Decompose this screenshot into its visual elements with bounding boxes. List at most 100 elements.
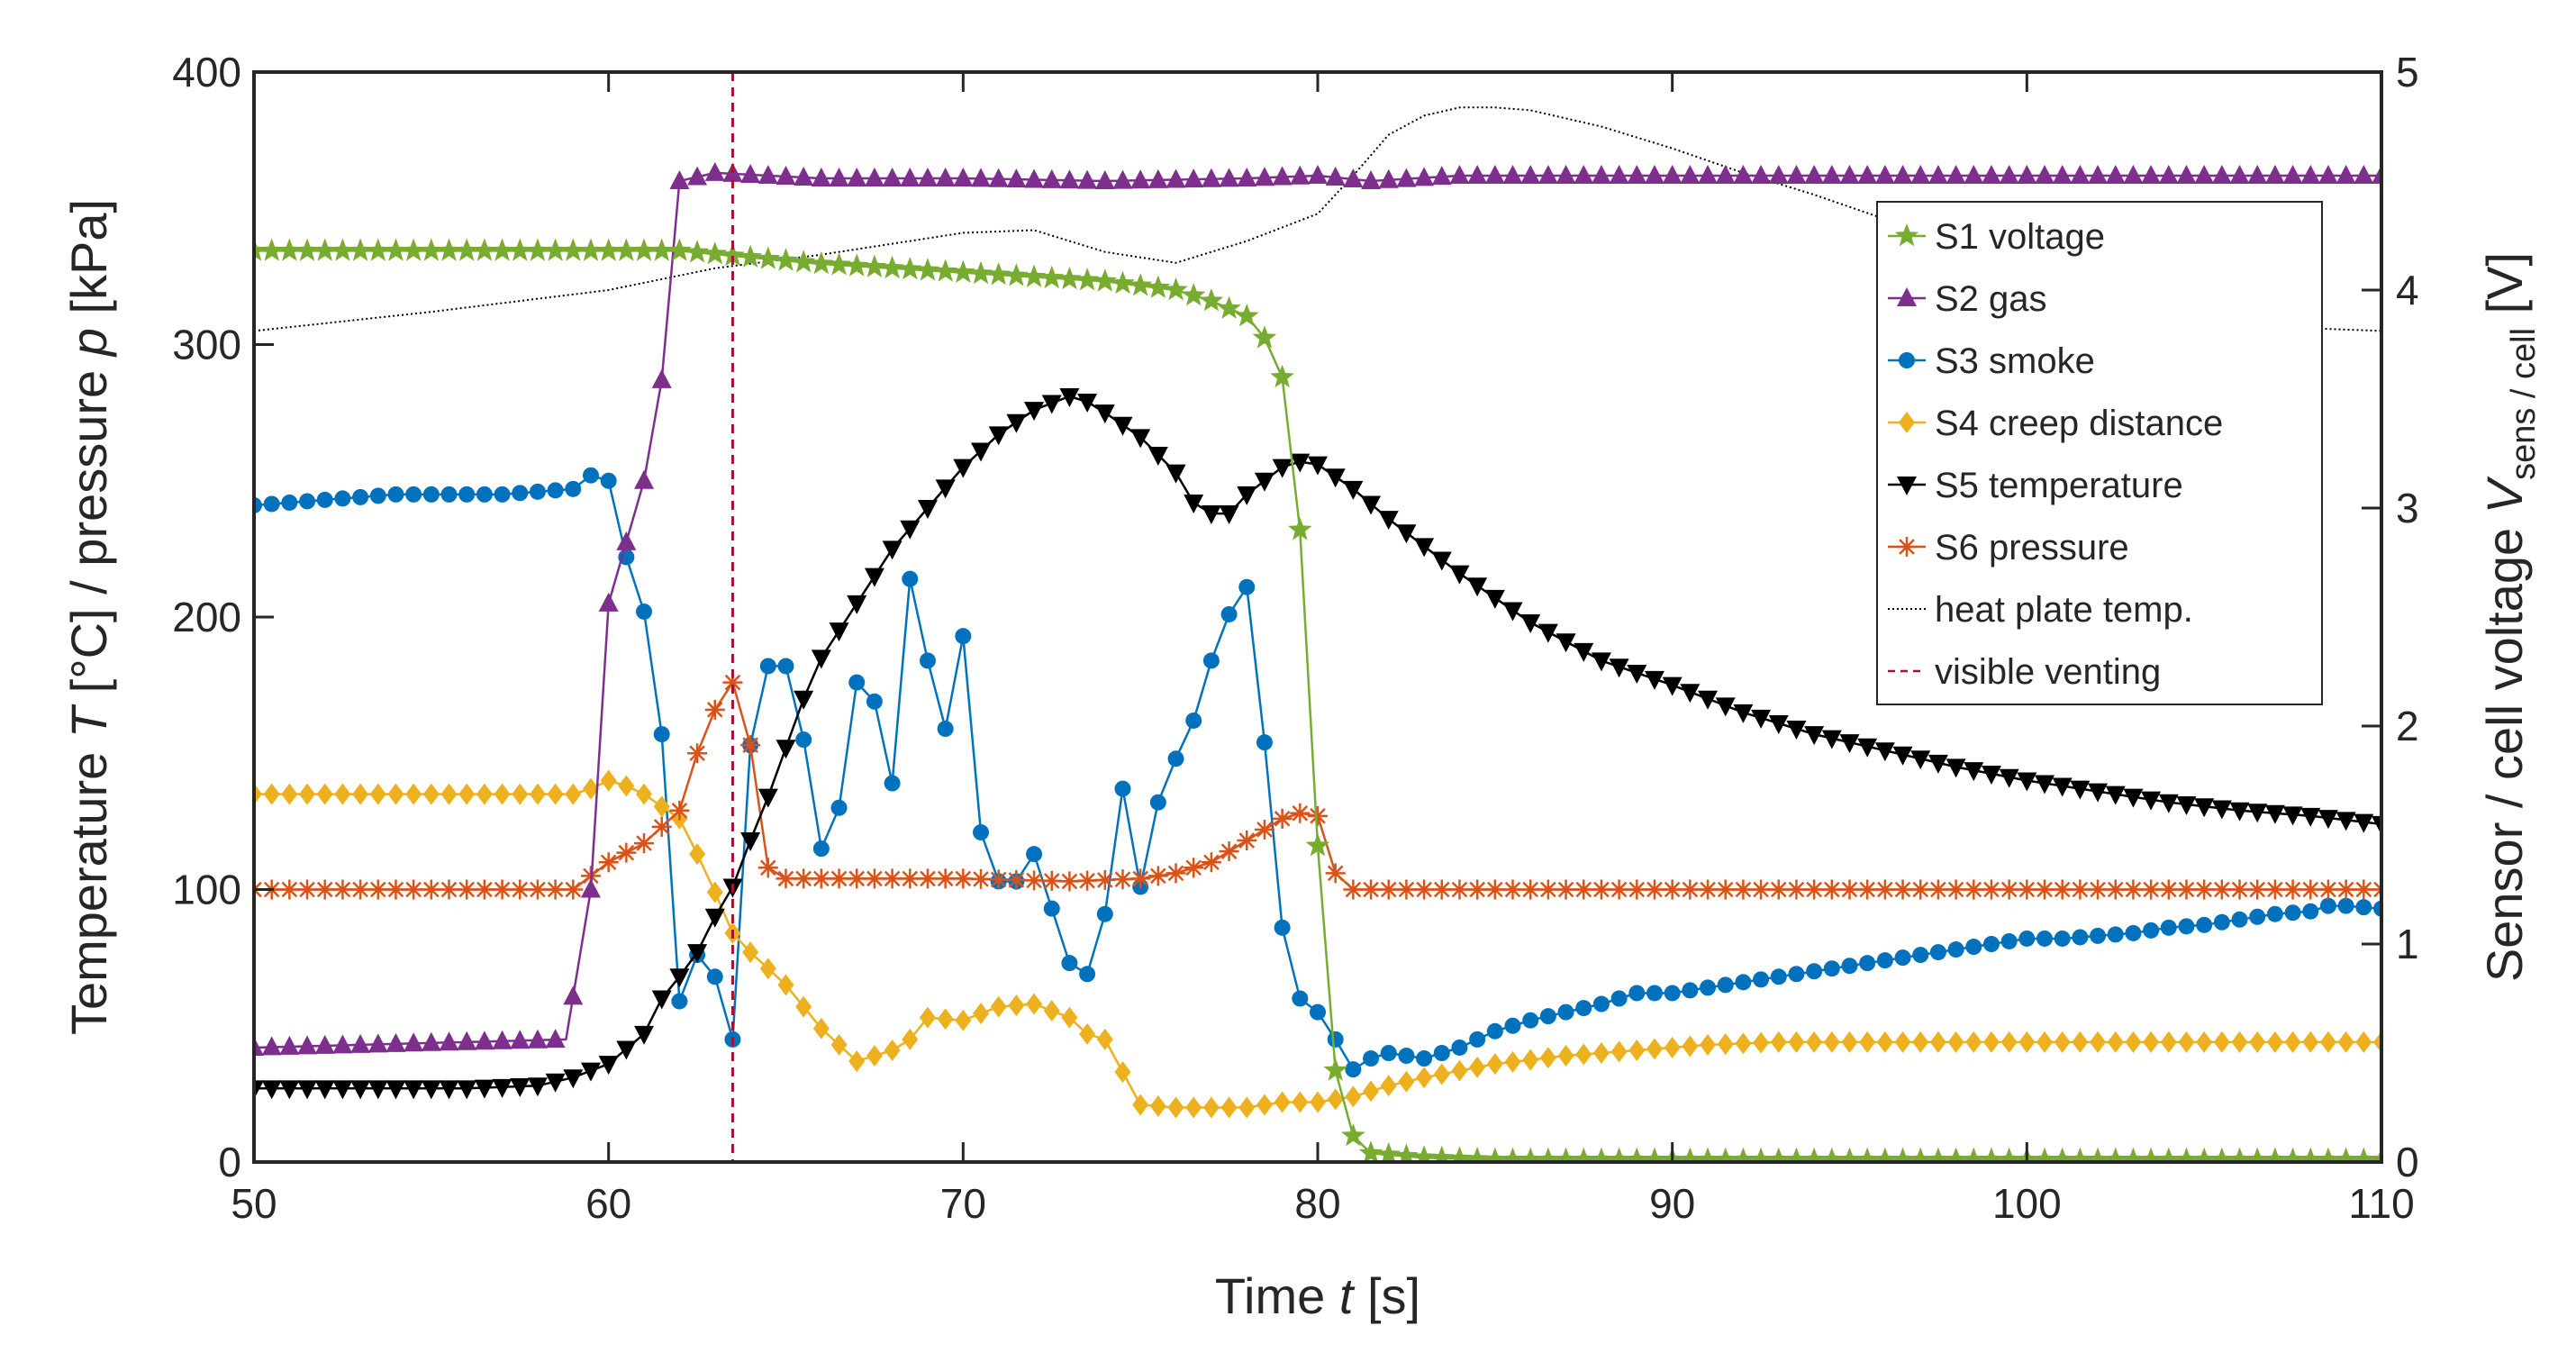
s4-creep-distance-marker bbox=[2213, 1031, 2230, 1053]
s5-temperature-marker bbox=[953, 459, 974, 478]
s5-temperature-marker bbox=[314, 1080, 335, 1100]
s3-smoke-marker bbox=[422, 486, 440, 503]
s5-temperature-marker bbox=[829, 622, 849, 642]
s3-smoke-marker bbox=[919, 652, 936, 669]
s4-creep-distance-marker bbox=[1363, 1080, 1380, 1103]
s1-voltage-marker bbox=[578, 238, 603, 261]
s6-pressure-marker bbox=[1431, 879, 1452, 900]
s6-pressure-marker bbox=[900, 868, 921, 889]
s2-gas-marker bbox=[1839, 164, 1860, 184]
s1-voltage-marker bbox=[1021, 264, 1047, 287]
s1-voltage-marker bbox=[738, 244, 763, 268]
s5-temperature-marker bbox=[2211, 800, 2232, 820]
s1-voltage-marker bbox=[1093, 268, 1118, 292]
s2-gas-marker bbox=[385, 1032, 406, 1052]
s2-gas-marker bbox=[829, 167, 849, 186]
s1-voltage-marker bbox=[1039, 265, 1065, 288]
s1-voltage-marker bbox=[254, 238, 267, 261]
s6-pressure-marker bbox=[757, 858, 778, 878]
s5-temperature-marker bbox=[669, 968, 690, 988]
s1-voltage-marker bbox=[561, 238, 585, 261]
x-tick-label: 60 bbox=[585, 1180, 631, 1227]
x-axis-title-unit: [s] bbox=[1353, 1267, 1420, 1324]
s2-gas-marker bbox=[1077, 169, 1098, 189]
s6-pressure-marker bbox=[1733, 879, 1754, 900]
s2-gas-marker bbox=[1449, 164, 1470, 184]
s4-creep-distance-marker bbox=[422, 783, 440, 805]
s4-creep-distance-marker bbox=[830, 1033, 848, 1056]
s6-pressure-marker bbox=[2088, 879, 2109, 900]
s1-voltage-marker bbox=[348, 238, 373, 261]
legend-label-s4-creep-distance: S4 creep distance bbox=[1935, 404, 2223, 443]
s3-smoke-marker bbox=[1327, 1031, 1344, 1048]
s3-smoke-marker bbox=[1345, 1061, 1362, 1078]
s5-temperature-marker bbox=[2105, 785, 2126, 805]
s1-voltage-marker bbox=[986, 262, 1011, 286]
s4-creep-distance-marker bbox=[582, 777, 599, 800]
s6-pressure-marker bbox=[917, 868, 938, 889]
s6-pressure-marker bbox=[1147, 866, 1168, 886]
s3-smoke-marker bbox=[1700, 979, 1717, 996]
s3-smoke-marker bbox=[653, 726, 670, 743]
s4-creep-distance-marker bbox=[263, 783, 280, 805]
s5-temperature-marker bbox=[421, 1080, 441, 1100]
s4-creep-distance-marker bbox=[955, 1009, 972, 1031]
s6-pressure-marker bbox=[332, 879, 353, 900]
s5-temperature-marker bbox=[1077, 394, 1098, 413]
s5-temperature-marker bbox=[297, 1080, 318, 1100]
s6-pressure-marker bbox=[2158, 879, 2179, 900]
s5-temperature-marker bbox=[1874, 742, 1895, 762]
s4-creep-distance-marker bbox=[1557, 1045, 1574, 1067]
legend-item-visible-venting: visible venting bbox=[1888, 652, 2161, 692]
s2-gas-marker bbox=[254, 1036, 264, 1056]
s3-smoke-marker bbox=[1717, 976, 1734, 994]
legend-marker-s1-voltage bbox=[1894, 223, 1919, 247]
s5-temperature-marker bbox=[1821, 730, 1842, 749]
s3-smoke-marker bbox=[1486, 1022, 1503, 1040]
s5-temperature-marker bbox=[1343, 480, 1364, 500]
s3-smoke-marker bbox=[2178, 918, 2195, 935]
s3-smoke-marker bbox=[937, 721, 954, 738]
y2-tick-label: 2 bbox=[2396, 703, 2419, 749]
x-tick-label: 110 bbox=[2348, 1180, 2414, 1227]
s1-voltage-marker bbox=[2138, 1147, 2163, 1162]
y-tick-label: 0 bbox=[218, 1139, 241, 1185]
s5-temperature-marker bbox=[1804, 726, 1825, 746]
s3-smoke-marker bbox=[458, 486, 476, 503]
s2-gas-marker bbox=[1290, 165, 1311, 185]
s1-voltage-marker bbox=[1962, 1147, 1986, 1162]
s1-voltage-marker bbox=[1554, 1147, 1578, 1162]
s3-smoke-marker bbox=[387, 486, 404, 503]
s4-creep-distance-marker bbox=[902, 1028, 919, 1050]
s2-gas-marker bbox=[1325, 166, 1346, 186]
s1-voltage-marker bbox=[1642, 1147, 1667, 1162]
s6-pressure-marker bbox=[776, 868, 796, 889]
s3-smoke-marker bbox=[2107, 926, 2124, 943]
s4-creep-distance-marker bbox=[1149, 1094, 1166, 1117]
s6-pressure-marker bbox=[1644, 879, 1664, 900]
s5-temperature-marker bbox=[2035, 775, 2055, 794]
s6-pressure-marker bbox=[1094, 869, 1115, 890]
s6-pressure-marker bbox=[563, 879, 584, 900]
s6-pressure-marker bbox=[598, 852, 619, 873]
s1-voltage-marker bbox=[1501, 1147, 1525, 1162]
s1-voltage-marker bbox=[1411, 1145, 1437, 1162]
s5-temperature-marker bbox=[1999, 768, 2019, 788]
s3-smoke-marker bbox=[830, 799, 848, 816]
s6-pressure-marker bbox=[1502, 879, 1523, 900]
s4-creep-distance-marker bbox=[795, 995, 812, 1018]
s6-pressure-marker bbox=[971, 868, 992, 889]
s2-gas-marker bbox=[2300, 164, 2321, 184]
s5-temperature-marker bbox=[1609, 658, 1629, 678]
s6-pressure-marker bbox=[722, 672, 743, 693]
s4-creep-distance-marker bbox=[1982, 1031, 2000, 1053]
legend-marker-s5-temperature bbox=[1897, 477, 1917, 495]
s4-creep-distance-marker bbox=[1380, 1075, 1397, 1097]
s6-pressure-marker bbox=[1449, 879, 1470, 900]
s4-creep-distance-marker bbox=[2231, 1031, 2248, 1053]
s6-pressure-marker bbox=[474, 879, 494, 900]
s4-creep-distance-marker bbox=[1965, 1031, 1982, 1053]
series-s1-voltage bbox=[254, 238, 2381, 1162]
s3-smoke-marker bbox=[2196, 916, 2213, 933]
s6-pressure-marker bbox=[1520, 879, 1541, 900]
